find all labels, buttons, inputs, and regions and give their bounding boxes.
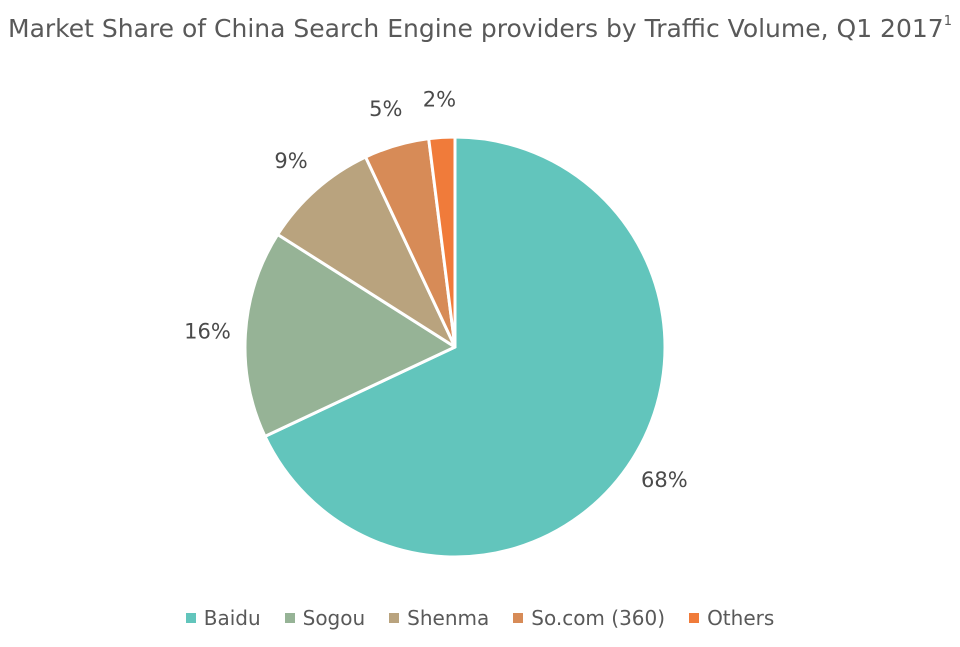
- chart-title-text: Market Share of China Search Engine prov…: [8, 14, 944, 43]
- data-label-so-com-360: 5%: [369, 97, 402, 121]
- legend-swatch: [284, 613, 295, 623]
- legend-label: Sogou: [302, 606, 366, 630]
- chart-title: Market Share of China Search Engine prov…: [0, 14, 960, 43]
- data-label-baidu: 68%: [641, 468, 688, 492]
- legend-label: So.com (360): [531, 606, 666, 630]
- legend-item-so-com-360: So.com (360): [513, 606, 665, 630]
- pie-slice-sogou: [243, 232, 457, 438]
- legend-swatch: [389, 613, 400, 623]
- data-label-shenma: 9%: [274, 149, 307, 173]
- chart-title-footnote: 1: [943, 14, 952, 29]
- pie-slice-baidu: [263, 135, 667, 559]
- pie-slices: [243, 135, 667, 559]
- legend-swatch: [185, 613, 196, 623]
- data-label-others: 2%: [423, 87, 456, 111]
- chart-legend: Baidu Sogou Shenma So.com (360) Others: [0, 606, 960, 630]
- legend-label: Baidu: [203, 606, 261, 630]
- legend-swatch: [689, 613, 700, 623]
- legend-item-shenma: Shenma: [389, 606, 489, 630]
- pie-data-labels: 68% 16% 9% 5% 2%: [184, 87, 688, 491]
- data-label-sogou: 16%: [184, 319, 231, 343]
- legend-swatch: [513, 613, 524, 623]
- pie-slice-others: [427, 135, 457, 349]
- legend-item-others: Others: [689, 606, 774, 630]
- legend-item-baidu: Baidu: [185, 606, 261, 630]
- legend-item-sogou: Sogou: [284, 606, 366, 630]
- legend-label: Shenma: [407, 606, 490, 630]
- pie-slice-shenma: [276, 155, 457, 349]
- legend-label: Others: [707, 606, 775, 630]
